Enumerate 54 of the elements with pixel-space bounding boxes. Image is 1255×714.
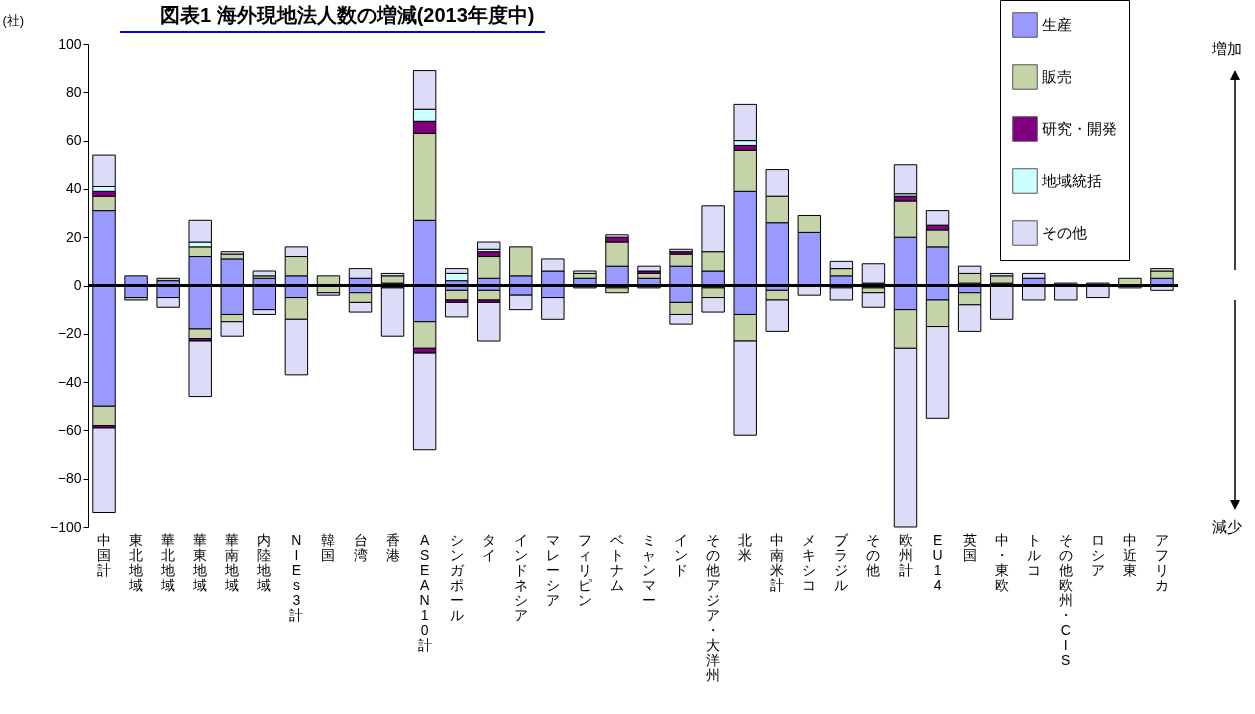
legend-label: 販売 (1042, 68, 1072, 85)
x-tick-label: 韓国 (321, 531, 336, 563)
y-tick-label: −20 (57, 325, 82, 342)
x-tick-label: ベトナム (609, 531, 624, 593)
x-tick-label: 華南地域 (224, 531, 240, 593)
x-tick-label: ミャンマー (642, 531, 657, 608)
x-tick-label: ブラジル (834, 531, 850, 593)
x-tick-label: 欧州計 (898, 531, 913, 578)
y-tick-label: 0 (73, 277, 82, 293)
x-tick-label: EU14 (932, 531, 943, 593)
x-tick-label: 中国計 (97, 531, 112, 578)
x-tick-label: メキシコ (802, 531, 817, 593)
x-tick-label: タイ (481, 531, 496, 563)
y-tick-label: 100 (58, 35, 82, 52)
y-tick-label: 80 (65, 83, 82, 100)
x-tick-label: アフリカ (1154, 531, 1169, 593)
y-tick-label: 60 (65, 132, 82, 149)
x-tick-label: ロシア (1090, 531, 1105, 578)
x-tick-label: 中・東欧 (994, 531, 1009, 593)
x-tick-label: 北米 (738, 531, 753, 563)
category-label: その他欧州・CIS (1058, 531, 1073, 668)
y-tick-label: 20 (65, 228, 82, 245)
x-tick-label: 中南米計 (770, 531, 785, 593)
x-tick-label: 東北地域 (128, 531, 144, 593)
x-tick-label: インドネシア (513, 531, 528, 623)
x-tick-label: 華東地域 (192, 531, 208, 593)
x-tick-label: トルコ (1026, 531, 1041, 578)
x-tick-label: インド (674, 531, 689, 578)
chart-title: 図表1 海外現地法人数の増減(2013年度中) (120, 2, 545, 33)
x-tick-label: ASEAN10計 (417, 531, 432, 653)
x-tick-label: 華北地域 (160, 531, 176, 593)
x-tick-label: マレーシア (545, 531, 560, 608)
text: 増加 (1212, 40, 1242, 59)
x-tick-label: フィリピン (577, 531, 592, 608)
category-label: その他アジア・大洋州 (706, 531, 721, 683)
y-tick-label: −40 (57, 373, 82, 390)
x-tick-label: シンガポール (449, 531, 465, 623)
y-tick-label: 40 (65, 180, 82, 197)
x-tick-label: NIEs3計 (289, 531, 304, 623)
legend-label: その他 (1042, 224, 1087, 241)
y-tick-label: −60 (57, 421, 82, 438)
x-tick-label: 内陸地域 (256, 531, 272, 593)
x-tick-label: 英国 (962, 531, 977, 563)
y-tick-label: −100 (49, 518, 82, 535)
legend-label: 地域統括 (1041, 172, 1102, 189)
x-tick-label: 中近東 (1122, 531, 1137, 578)
legend-label: 研究・開発 (1042, 120, 1117, 137)
y-tick-label: −80 (57, 470, 82, 487)
y-axis-title: (社) (2, 12, 25, 28)
x-tick-label: 香港 (385, 531, 400, 563)
x-tick-label: その他 (866, 531, 881, 578)
x-tick-label: 台湾 (353, 531, 368, 563)
legend-label: 生産 (1042, 16, 1072, 33)
text: 減少 (1212, 518, 1242, 537)
